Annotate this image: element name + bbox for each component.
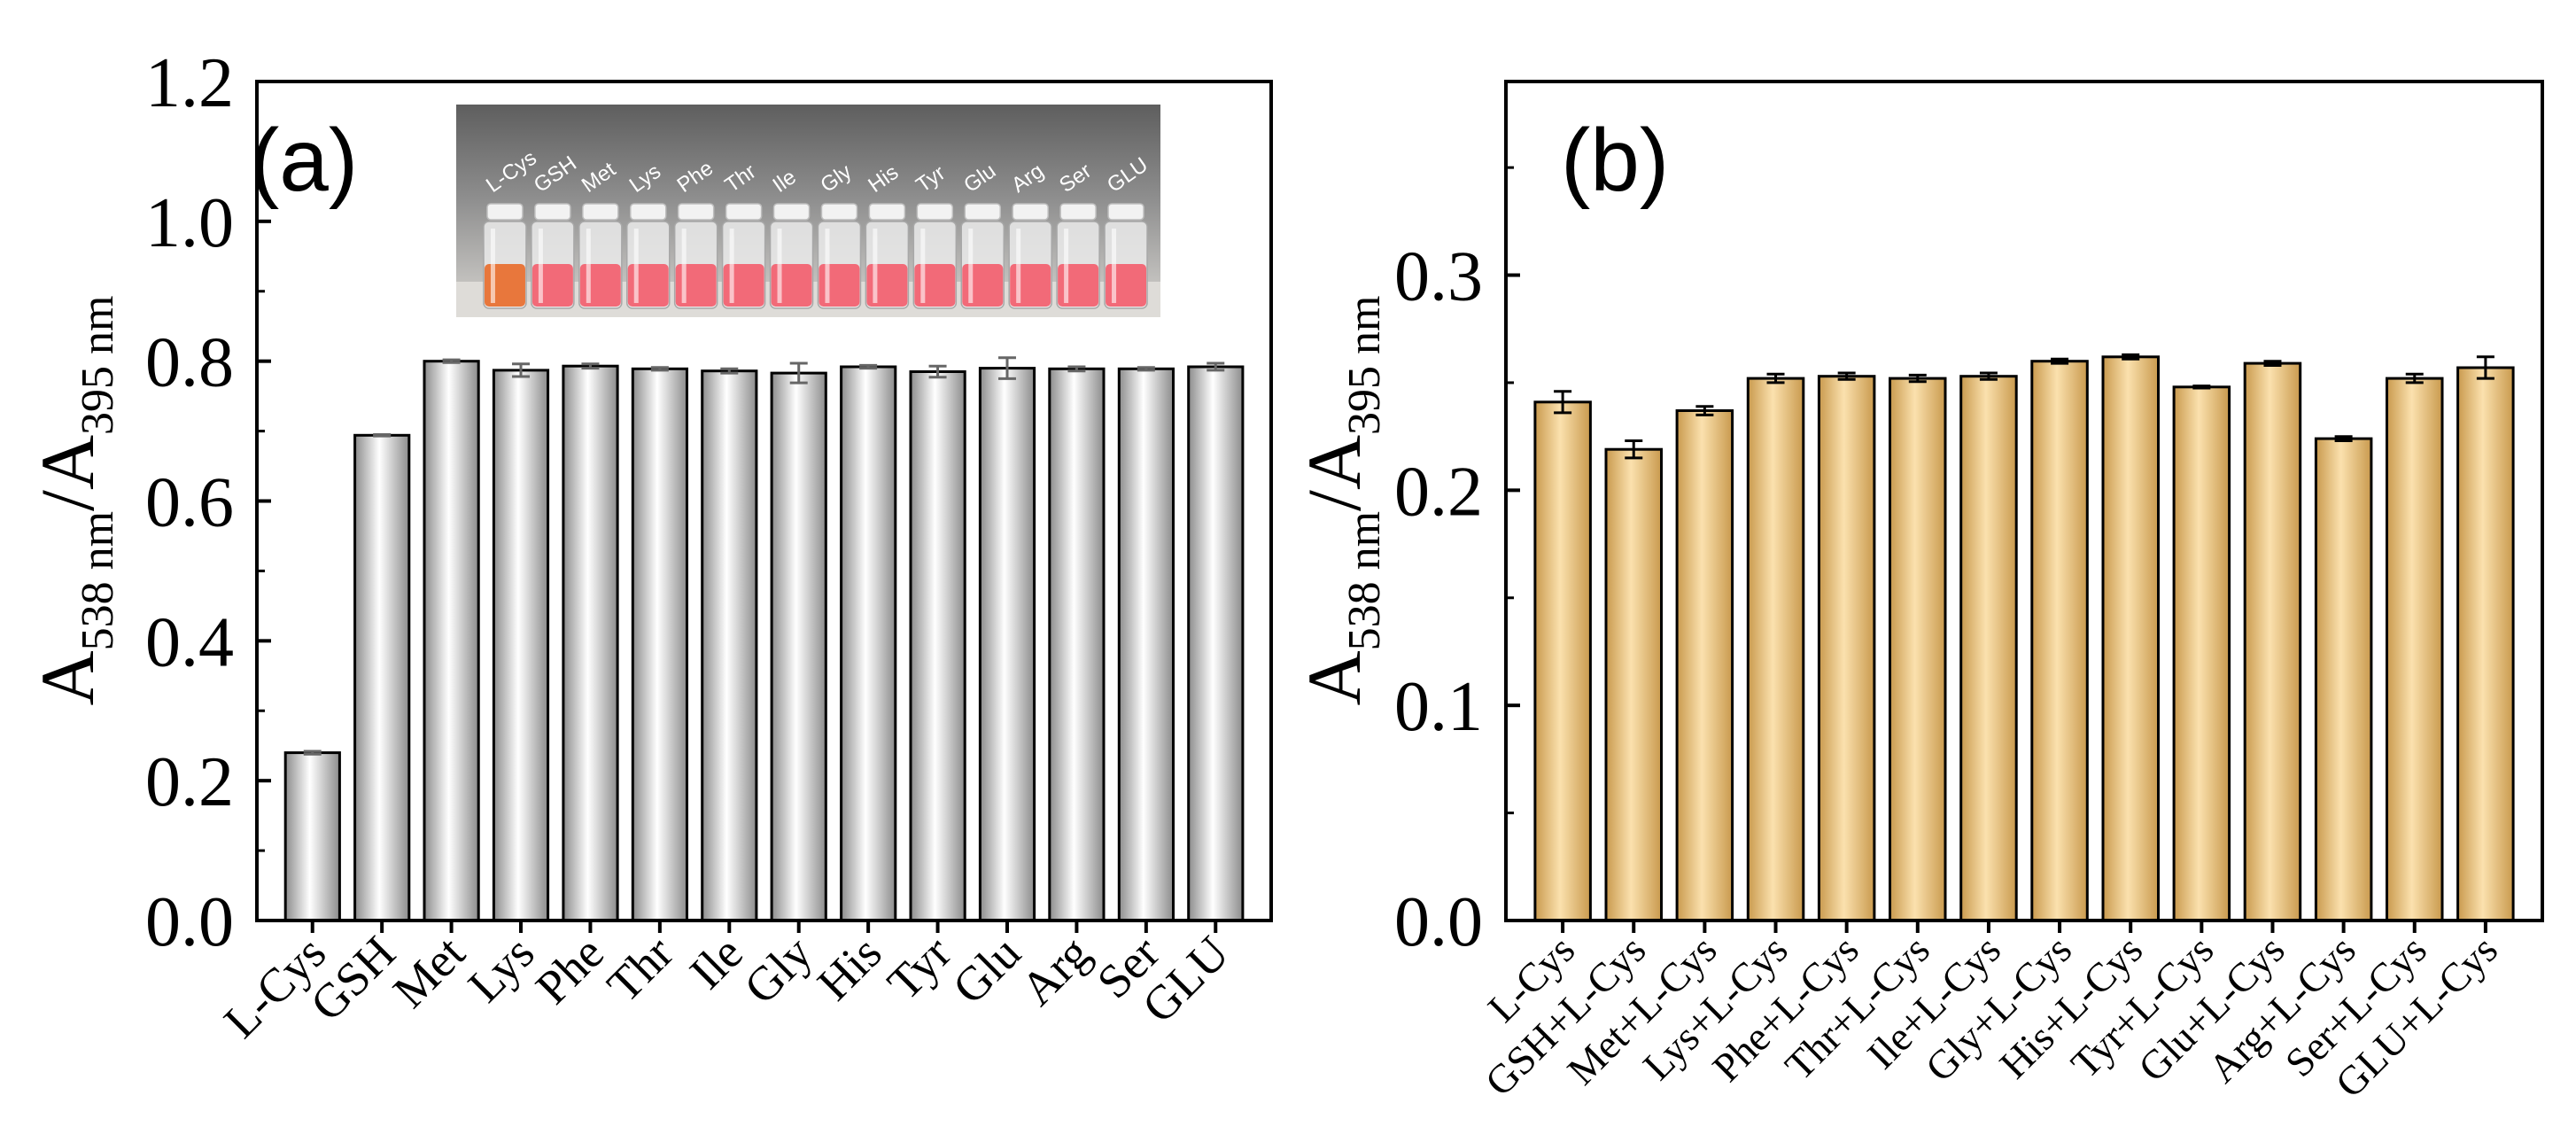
- bar: [1817, 375, 1876, 922]
- y-tick-label: 0.1: [1394, 668, 1483, 746]
- error-bar: [303, 750, 322, 756]
- error-bar: [1695, 405, 1714, 416]
- error-bar: [928, 364, 947, 379]
- x-tick-label: Tyr: [877, 926, 961, 1010]
- vial: GSH: [530, 151, 581, 309]
- panel-label-a: (a): [250, 111, 358, 210]
- error-bar: [1137, 366, 1155, 372]
- error-bar: [1837, 371, 1856, 381]
- x-tick-label: His: [807, 926, 891, 1010]
- vial: Phe: [673, 156, 718, 309]
- bar: [283, 751, 341, 922]
- vial: Met: [578, 158, 623, 309]
- y-tick-label: 0.2: [145, 743, 234, 821]
- y-tick-label: 0.2: [1394, 453, 1483, 531]
- y-tick-label: 0.0: [1394, 883, 1483, 961]
- y-tick-label: 0.3: [1394, 238, 1483, 316]
- error-bar: [997, 356, 1016, 380]
- error-bar: [720, 367, 739, 375]
- bar: [2456, 366, 2515, 922]
- error-bar: [2476, 355, 2495, 380]
- bar: [909, 370, 966, 922]
- error-bar: [512, 362, 531, 378]
- error-bar: [1625, 439, 1643, 460]
- vial: Ile: [768, 165, 814, 309]
- y-tick-label: 1.2: [145, 44, 234, 122]
- bar: [1675, 409, 1734, 922]
- error-bar: [1554, 390, 1572, 415]
- axes-frame-b: [1504, 80, 2544, 922]
- error-bar: [2122, 353, 2140, 361]
- bar: [2101, 355, 2160, 922]
- bar: [1117, 367, 1175, 922]
- bar: [2386, 377, 2444, 922]
- bar: [1889, 377, 1947, 922]
- bar: [1533, 400, 1592, 922]
- bar: [840, 365, 897, 922]
- bars-b: [1533, 353, 2515, 922]
- error-bar: [442, 358, 461, 364]
- y-ticks-b: 0.0 0.1 0.2 0.3: [1394, 166, 1520, 961]
- bar: [2172, 385, 2231, 922]
- y-axis-title-a: A538 nm/A395 nm: [25, 295, 123, 705]
- panel-label-b: (b): [1561, 111, 1669, 210]
- panel-b: 0.0 0.1 0.2 0.3 L-CysGSH+L-CysMet+L-CysLys+…: [1292, 80, 2544, 1107]
- y-axis-title-b: A538 nm/A395 nm: [1292, 295, 1390, 705]
- error-bar: [650, 366, 669, 372]
- error-bar: [581, 362, 600, 370]
- x-tick-label: Thr: [597, 926, 684, 1013]
- x-tick-label: Ile: [679, 926, 753, 999]
- error-bar: [1766, 372, 1785, 385]
- bar: [1048, 367, 1106, 922]
- error-bar: [2051, 357, 2069, 365]
- bar: [1959, 375, 2018, 922]
- error-bar: [373, 433, 392, 438]
- x-ticks-b: L-CysGSH+L-CysMet+L-CysLys+L-CysPhe+L-Cy…: [1477, 921, 2506, 1107]
- error-bar: [1908, 373, 1927, 384]
- y-tick-label: 0.4: [145, 603, 234, 681]
- bars-a: [283, 356, 1245, 922]
- error-bar: [1067, 365, 1086, 373]
- bar: [770, 371, 827, 922]
- bar: [701, 369, 758, 922]
- error-bar: [1979, 371, 1998, 381]
- y-tick-label: 0.8: [145, 324, 234, 402]
- bar: [562, 364, 619, 922]
- bar: [978, 367, 1036, 922]
- vial: Gly: [816, 159, 862, 309]
- bar: [1187, 365, 1245, 922]
- bar: [631, 367, 688, 922]
- error-bar: [2405, 372, 2424, 385]
- error-bar: [1207, 361, 1225, 372]
- bar: [1604, 447, 1663, 922]
- error-bar: [2192, 385, 2211, 390]
- y-ticks-a: 0.0 0.2 0.4 0.6 0.8 1.0 1.2: [145, 44, 271, 961]
- bar: [2030, 360, 2089, 922]
- error-bar: [859, 363, 878, 370]
- error-bar: [2334, 435, 2353, 442]
- x-ticks-a: L-CysGSHMetLysPheThrIleGlyHisTyrGluArgSe…: [213, 921, 1239, 1048]
- y-tick-label: 0.0: [145, 883, 234, 961]
- error-bar: [2263, 360, 2282, 367]
- bar: [1746, 377, 1805, 922]
- x-tick-label: Lys: [458, 926, 545, 1013]
- vial: GLU: [1103, 152, 1152, 309]
- bar: [353, 433, 411, 922]
- error-bar: [789, 361, 808, 385]
- y-tick-label: 1.0: [145, 184, 234, 262]
- bar: [423, 360, 480, 922]
- y-tick-label: 0.6: [145, 464, 234, 542]
- bar: [2314, 437, 2373, 922]
- vial: Ser: [1055, 159, 1100, 309]
- bar: [492, 369, 550, 922]
- bar: [2243, 361, 2302, 922]
